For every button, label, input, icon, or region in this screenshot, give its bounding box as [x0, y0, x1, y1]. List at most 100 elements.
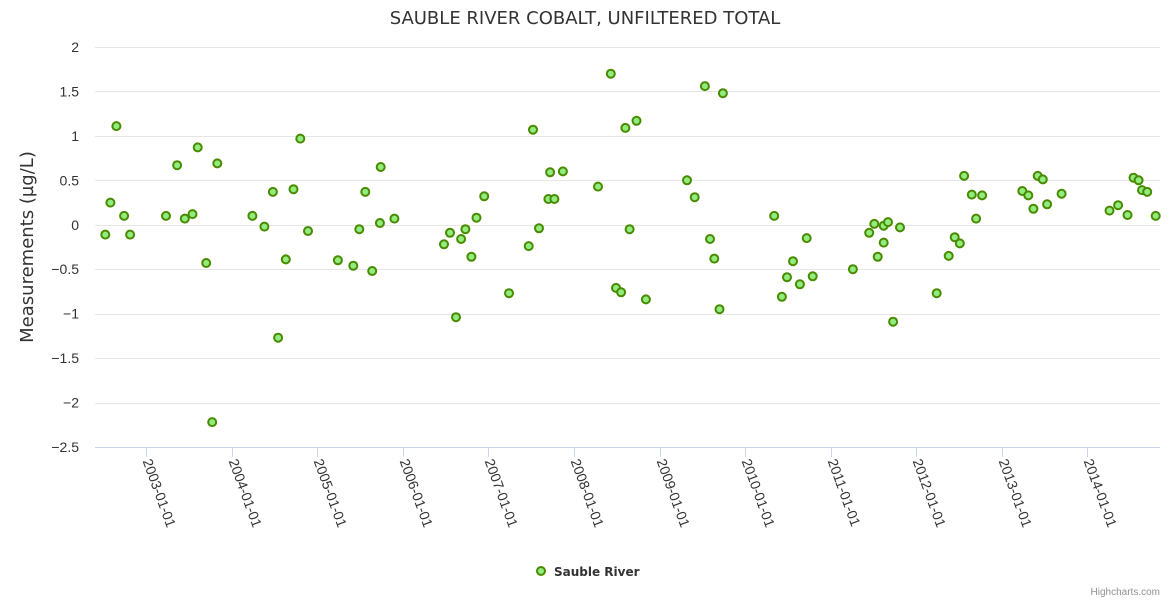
data-point-11[interactable] — [207, 417, 218, 428]
data-point-75[interactable] — [895, 222, 905, 233]
data-point-24[interactable] — [360, 186, 371, 197]
data-point-97[interactable] — [1142, 186, 1153, 197]
data-point-76[interactable] — [931, 288, 942, 299]
data-point-27[interactable] — [375, 162, 386, 172]
data-point-60[interactable] — [769, 210, 780, 221]
data-point-37[interactable] — [504, 288, 514, 299]
data-point-35[interactable] — [471, 212, 482, 223]
data-point-62[interactable] — [782, 272, 792, 283]
data-point-20[interactable] — [303, 226, 313, 236]
data-point-91[interactable] — [1104, 205, 1115, 216]
data-point-16[interactable] — [273, 332, 284, 343]
data-point-74[interactable] — [888, 316, 899, 327]
data-point-68[interactable] — [864, 227, 875, 238]
data-point-46[interactable] — [605, 68, 616, 79]
data-point-52[interactable] — [640, 294, 651, 305]
data-point-82[interactable] — [971, 213, 982, 224]
data-point-86[interactable] — [1028, 203, 1039, 214]
data-point-3[interactable] — [119, 210, 130, 221]
data-point-8[interactable] — [187, 209, 198, 220]
data-point-5[interactable] — [161, 210, 171, 221]
data-point-67[interactable] — [847, 264, 858, 275]
data-point-4[interactable] — [125, 229, 136, 240]
data-point-85[interactable] — [1023, 190, 1034, 201]
data-point-44[interactable] — [557, 166, 568, 177]
data-point-18[interactable] — [288, 184, 299, 195]
data-point-2[interactable] — [111, 121, 122, 132]
data-point-48[interactable] — [616, 287, 627, 298]
credits-link[interactable]: Highcharts.com — [1091, 587, 1160, 598]
data-point-58[interactable] — [714, 304, 725, 315]
data-point-78[interactable] — [949, 232, 960, 243]
data-point-29[interactable] — [439, 239, 449, 250]
legend[interactable]: Sauble River — [536, 565, 640, 579]
data-point-51[interactable] — [631, 115, 642, 126]
data-point-31[interactable] — [451, 312, 461, 323]
data-point-77[interactable] — [943, 250, 954, 261]
data-point-57[interactable] — [709, 253, 720, 264]
data-point-98[interactable] — [1150, 210, 1161, 221]
data-point-39[interactable] — [528, 124, 538, 135]
data-point-95[interactable] — [1133, 175, 1144, 186]
data-point-33[interactable] — [460, 224, 471, 235]
data-point-92[interactable] — [1113, 200, 1124, 211]
data-point-56[interactable] — [705, 234, 715, 244]
data-point-55[interactable] — [699, 81, 710, 92]
data-point-22[interactable] — [348, 260, 359, 271]
data-point-34[interactable] — [466, 251, 477, 262]
data-point-88[interactable] — [1037, 174, 1048, 185]
data-point-59[interactable] — [717, 88, 728, 99]
data-point-30[interactable] — [445, 227, 455, 238]
data-point-40[interactable] — [534, 223, 544, 234]
data-point-17[interactable] — [280, 254, 291, 265]
data-point-53[interactable] — [682, 175, 692, 186]
data-point-21[interactable] — [332, 255, 343, 266]
data-point-15[interactable] — [267, 186, 278, 197]
data-point-73[interactable] — [883, 217, 893, 228]
data-point-32[interactable] — [456, 234, 467, 244]
data-point-12[interactable] — [212, 158, 223, 169]
data-point-7[interactable] — [179, 213, 190, 224]
data-point-93[interactable] — [1122, 210, 1133, 220]
y-tick-label-2: 1 — [71, 128, 79, 144]
data-point-36[interactable] — [479, 191, 490, 202]
data-point-49[interactable] — [620, 122, 631, 133]
data-point-81[interactable] — [966, 189, 977, 200]
data-point-13[interactable] — [247, 210, 258, 221]
data-point-23[interactable] — [354, 224, 365, 235]
data-point-25[interactable] — [367, 266, 378, 276]
data-point-66[interactable] — [807, 271, 818, 282]
data-point-38[interactable] — [523, 241, 534, 252]
data-point-9[interactable] — [192, 142, 203, 153]
data-point-26[interactable] — [374, 218, 385, 228]
data-point-70[interactable] — [872, 251, 883, 262]
data-point-1[interactable] — [105, 197, 116, 208]
data-point-28[interactable] — [389, 213, 400, 224]
data-point-83[interactable] — [977, 190, 988, 201]
data-point-50[interactable] — [624, 224, 635, 235]
data-point-80[interactable] — [959, 170, 970, 181]
data-point-19[interactable] — [295, 133, 306, 144]
legend-marker[interactable] — [536, 566, 546, 576]
data-point-61[interactable] — [776, 291, 787, 302]
data-point-0[interactable] — [100, 229, 111, 240]
data-point-6[interactable] — [172, 160, 183, 171]
data-point-45[interactable] — [593, 181, 603, 192]
data-point-42[interactable] — [545, 167, 556, 178]
data-point-63[interactable] — [788, 256, 798, 267]
data-point-79[interactable] — [954, 238, 965, 249]
data-point-54[interactable] — [689, 192, 700, 203]
data-point-89[interactable] — [1042, 199, 1053, 210]
legend-item-sauble-river[interactable]: Sauble River — [536, 565, 640, 579]
data-point-43[interactable] — [549, 194, 560, 204]
y-tick-label-3: 0.5 — [60, 172, 80, 188]
data-point-65[interactable] — [801, 233, 812, 244]
legend-label[interactable]: Sauble River — [554, 565, 640, 579]
data-point-64[interactable] — [794, 279, 805, 290]
data-point-14[interactable] — [259, 221, 270, 232]
data-point-10[interactable] — [201, 258, 212, 268]
data-point-72[interactable] — [878, 237, 889, 248]
data-point-90[interactable] — [1056, 188, 1067, 199]
data-point-69[interactable] — [869, 218, 880, 229]
series-sauble-river[interactable] — [100, 68, 1161, 428]
